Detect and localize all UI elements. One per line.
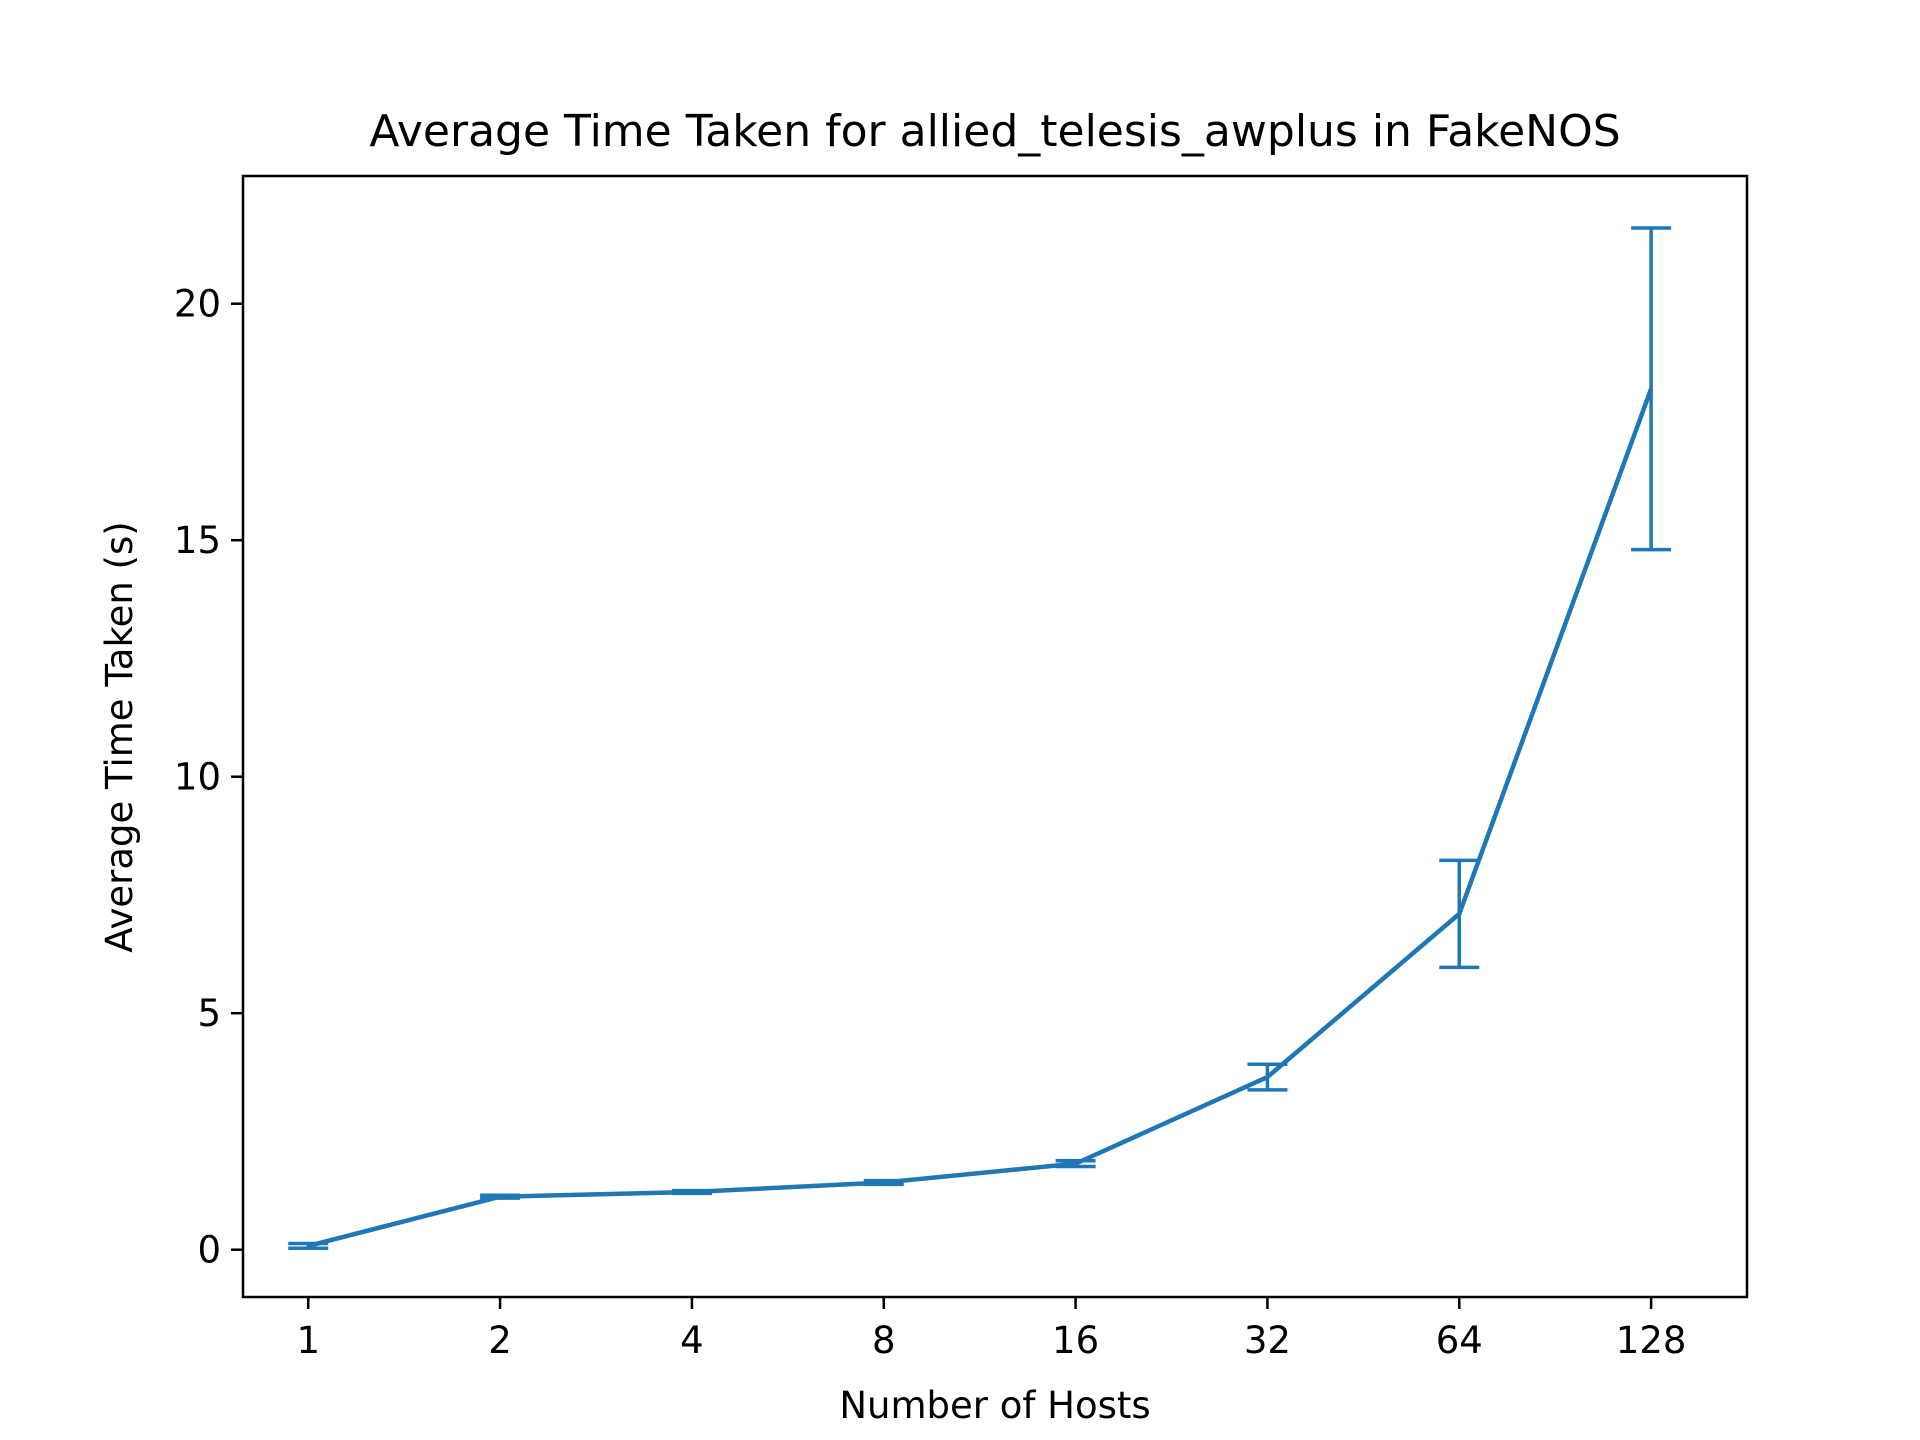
axes-frame [241, 174, 1749, 1299]
y-tick-label: 5 [197, 992, 221, 1035]
x-tick-label: 16 [1052, 1319, 1099, 1362]
y-axis: 0 5 10 15 20 [174, 283, 243, 1272]
x-axis-label: Number of Hosts [839, 1384, 1150, 1427]
error-bars [288, 226, 1672, 1251]
x-tick-label: 8 [872, 1319, 896, 1362]
x-tick-label: 2 [488, 1319, 512, 1362]
y-tick-label: 20 [174, 283, 221, 326]
x-tick-label: 64 [1436, 1319, 1483, 1362]
y-axis-label: Average Time Taken (s) [98, 521, 141, 952]
series-line [307, 388, 1654, 1249]
x-tick-label: 128 [1616, 1319, 1687, 1362]
y-tick-label: 10 [174, 756, 221, 799]
x-tick-label: 1 [296, 1319, 320, 1362]
chart-title: Average Time Taken for allied_telesis_aw… [369, 106, 1620, 157]
x-axis: 1 2 4 8 16 32 64 128 [296, 1297, 1686, 1362]
y-tick-label: 15 [174, 519, 221, 562]
x-tick-label: 32 [1244, 1319, 1291, 1362]
plot-area: 1 2 4 8 16 32 64 128 0 5 10 15 20 [174, 174, 1749, 1362]
y-tick-label: 0 [197, 1229, 221, 1272]
x-tick-label: 4 [680, 1319, 704, 1362]
